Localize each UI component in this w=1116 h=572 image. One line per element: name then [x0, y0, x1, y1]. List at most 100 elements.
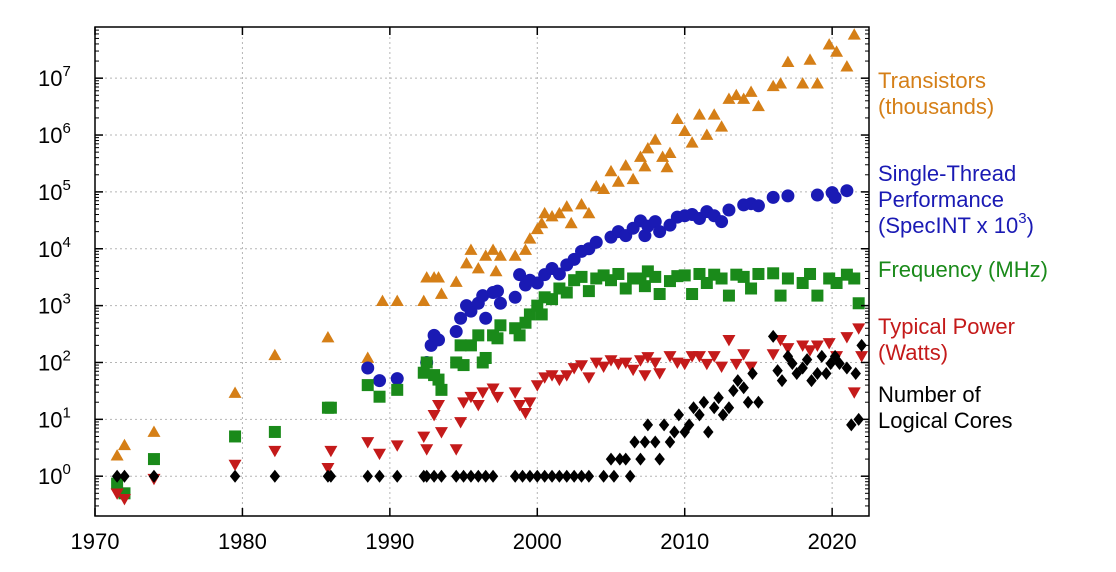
transistors-point [545, 209, 559, 222]
frequency-mhz-point [575, 270, 588, 283]
y-tick-label: 103 [38, 291, 71, 319]
y-tick-exponent: 1 [62, 404, 70, 421]
number-of-point [229, 469, 241, 483]
y-tick-label: 101 [38, 404, 71, 432]
y-tick-base: 10 [38, 294, 62, 319]
typical-power-point [567, 363, 581, 375]
single-thread-point [449, 325, 463, 339]
number-of-point [473, 469, 484, 483]
transistors-point [535, 216, 549, 229]
transistors-point [434, 287, 448, 299]
legend-text: Typical Power [878, 314, 1015, 339]
transistors-point [575, 198, 589, 210]
transistors-point [268, 348, 282, 361]
number-of-point [728, 384, 739, 398]
y-tick-label: 102 [38, 347, 71, 375]
typical-power-point [633, 355, 647, 367]
number-of-point [683, 418, 695, 432]
number-of-point [374, 469, 385, 483]
typical-power-point [390, 440, 404, 452]
y-tick-exponent: 4 [62, 234, 70, 251]
number-of-point [797, 361, 808, 375]
single-thread-point [648, 215, 662, 229]
y-tick-exponent: 5 [62, 177, 70, 194]
typical-power-point [361, 437, 375, 449]
transistors-point [803, 53, 817, 65]
typical-power-point [454, 417, 468, 429]
typical-power-point [597, 361, 611, 373]
frequency-mhz-point [686, 288, 699, 301]
transistors-point [460, 257, 474, 269]
frequency-mhz-point [373, 390, 386, 403]
transistors-point [479, 249, 493, 261]
typical-power-point [855, 351, 869, 363]
transistors-point [744, 85, 758, 97]
single-thread-point [722, 203, 736, 217]
frequency-mhz-point [324, 401, 337, 414]
number-of-point [806, 374, 817, 388]
frequency-mhz-point [546, 293, 559, 306]
typical-power-point [523, 397, 537, 409]
single-thread-point [552, 267, 566, 281]
frequency-mhz-point [229, 430, 242, 443]
transistors-point [678, 124, 692, 137]
number-of-point [554, 469, 565, 483]
single-thread-point [589, 235, 603, 249]
y-tick-base: 10 [38, 180, 62, 205]
typical-power-point [715, 361, 729, 373]
transistors-point [707, 108, 721, 120]
single-thread-point [513, 268, 527, 282]
number-of-point [694, 408, 705, 422]
transistors-point [417, 294, 431, 306]
y-tick-base: 10 [38, 66, 62, 91]
frequency-mhz-point [852, 297, 865, 310]
transistors-point [692, 108, 706, 120]
number-of-point [451, 469, 462, 483]
transistors-point [729, 88, 743, 101]
typical-power-point [852, 323, 866, 335]
typical-power-point [432, 399, 446, 412]
transistors-point [589, 179, 603, 192]
number-of-point [639, 435, 651, 449]
frequency-mhz-point [848, 272, 861, 285]
single-thread-point [361, 361, 375, 375]
typical-power-point [449, 444, 463, 456]
number-of-point [539, 469, 550, 483]
legend-label-single-thread: (SpecINT x 103) [878, 210, 1034, 238]
transistors-point [660, 160, 674, 173]
transistors-point [471, 261, 485, 274]
typical-power-point [110, 488, 124, 500]
number-of-point [747, 366, 758, 380]
frequency-mhz-point [111, 477, 124, 490]
x-tick-label: 2010 [660, 529, 709, 554]
single-thread-point [751, 199, 765, 213]
single-thread-point [432, 333, 446, 347]
legend-text: (SpecINT x 10 [878, 213, 1018, 238]
frequency-mhz-point [494, 319, 507, 332]
single-thread-point [454, 311, 468, 325]
typical-power-point [545, 370, 559, 382]
frequency-mhz-point [830, 276, 843, 289]
frequency-mhz-point [619, 282, 632, 295]
typical-power-point [464, 391, 478, 404]
legend-text: ) [1027, 213, 1034, 238]
frequency-mhz-point [582, 285, 595, 298]
number-of-point [111, 469, 123, 483]
number-of-point [772, 364, 783, 378]
typical-power-point [796, 340, 810, 352]
number-of-point [753, 395, 764, 409]
transistors-point [604, 164, 618, 177]
legend-superscript: 3 [1018, 210, 1026, 227]
number-of-point [713, 391, 724, 405]
typical-power-point [321, 463, 335, 475]
y-tick-exponent: 2 [62, 347, 70, 364]
typical-power-point [518, 407, 532, 420]
number-of-point [517, 469, 528, 483]
transistors-point [110, 449, 124, 461]
typical-power-point [774, 334, 788, 347]
x-tick-label: 2020 [808, 529, 857, 554]
transistors-point [670, 112, 684, 125]
number-of-point [465, 469, 477, 483]
number-of-point [742, 395, 754, 409]
typical-power-point [692, 351, 706, 363]
